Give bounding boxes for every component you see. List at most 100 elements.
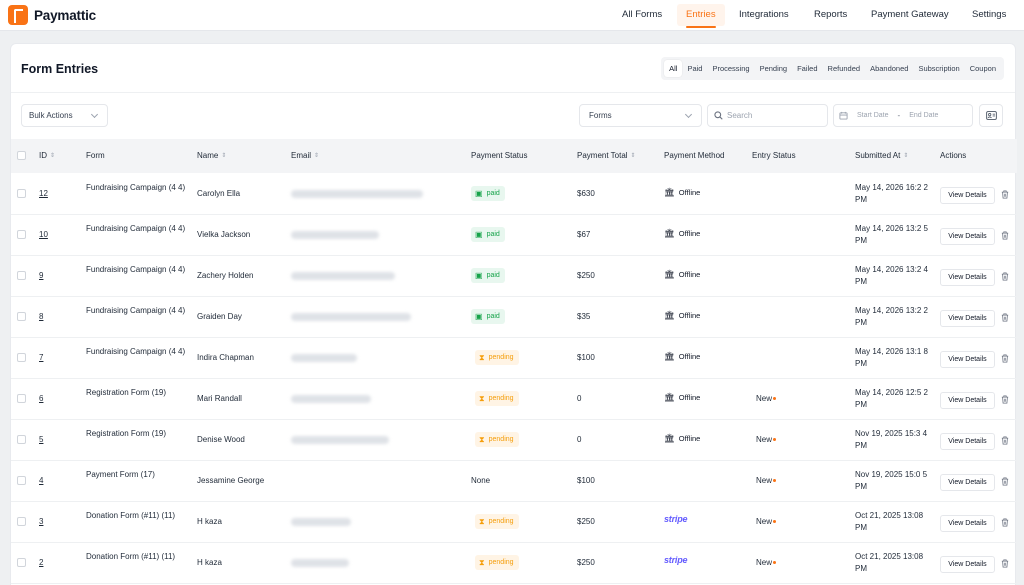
row-checkbox[interactable] — [17, 476, 26, 485]
entry-id-link[interactable]: 7 — [39, 353, 44, 362]
customer-name: Indira Chapman — [197, 353, 254, 362]
end-date-placeholder[interactable]: End Date — [909, 112, 939, 119]
col-submitted-at[interactable]: Submitted At ⇕ — [855, 151, 909, 160]
hourglass-icon: ⧗ — [479, 394, 485, 403]
view-details-button[interactable]: View Details — [940, 556, 995, 573]
tab-refunded[interactable]: Refunded — [827, 64, 861, 73]
entry-id-link[interactable]: 2 — [39, 558, 44, 567]
col-id[interactable]: ID ⇕ — [39, 151, 56, 160]
view-details-button[interactable]: View Details — [940, 269, 995, 286]
table-row[interactable]: 4 Payment Form (17) Jessamine George None $1… — [11, 461, 1017, 502]
view-details-button[interactable]: View Details — [940, 187, 995, 204]
trash-icon[interactable] — [1001, 559, 1009, 568]
row-checkbox[interactable] — [17, 435, 26, 444]
trash-icon[interactable] — [1001, 518, 1009, 527]
header-divider — [11, 92, 1015, 93]
tab-failed[interactable]: Failed — [797, 64, 818, 73]
trash-icon[interactable] — [1001, 190, 1009, 199]
search-icon — [714, 111, 723, 120]
app-logo[interactable]: Paymattic — [8, 5, 96, 25]
tab-all[interactable]: All — [664, 60, 683, 77]
col-email[interactable]: Email ⇕ — [291, 151, 320, 160]
nav-entries[interactable]: Entries — [677, 4, 725, 28]
date-range-picker[interactable]: Start Date - End Date — [833, 104, 973, 127]
forms-select[interactable]: Forms — [579, 104, 702, 127]
tab-coupon[interactable]: Coupon — [969, 64, 996, 73]
row-checkbox[interactable] — [17, 394, 26, 403]
submitted-at: May 14, 2026 13:2 4 PM — [855, 265, 928, 286]
row-checkbox[interactable] — [17, 312, 26, 321]
nav-reports[interactable]: Reports — [814, 9, 848, 20]
entry-id-link[interactable]: 10 — [39, 230, 48, 239]
tab-abandoned[interactable]: Abandoned — [870, 64, 909, 73]
payment-status-text: None — [471, 476, 491, 485]
payment-total: 0 — [577, 435, 582, 444]
search-input[interactable]: Search — [707, 104, 828, 127]
tab-pending[interactable]: Pending — [759, 64, 788, 73]
trash-icon[interactable] — [1001, 395, 1009, 404]
email-redacted — [291, 231, 379, 239]
trash-icon[interactable] — [1001, 354, 1009, 363]
col-name[interactable]: Name ⇕ — [197, 151, 227, 160]
trash-icon[interactable] — [1001, 477, 1009, 486]
nav-settings[interactable]: Settings — [972, 9, 1007, 20]
table-row[interactable]: 12 Fundraising Campaign (4 4) Carolyn Ella… — [11, 174, 1017, 215]
nav-integrations[interactable]: Integrations — [739, 9, 789, 20]
table-row[interactable]: 7 Fundraising Campaign (4 4) Indira Chapma… — [11, 338, 1017, 379]
view-details-button[interactable]: View Details — [940, 515, 995, 532]
form-name: Payment Form (17) — [86, 470, 155, 479]
forms-select-label: Forms — [589, 111, 612, 120]
table-row[interactable]: 8 Fundraising Campaign (4 4) Graiden Day ▣ p… — [11, 297, 1017, 338]
nav-payment-gateway[interactable]: Payment Gateway — [871, 9, 949, 20]
payment-method: stripe — [664, 514, 688, 524]
view-details-button[interactable]: View Details — [940, 433, 995, 450]
start-date-placeholder[interactable]: Start Date — [857, 112, 889, 119]
trash-icon[interactable] — [1001, 231, 1009, 240]
trash-icon[interactable] — [1001, 272, 1009, 281]
view-details-button[interactable]: View Details — [940, 474, 995, 491]
row-checkbox[interactable] — [17, 189, 26, 198]
row-checkbox[interactable] — [17, 353, 26, 362]
tab-processing[interactable]: Processing — [712, 64, 750, 73]
table-row[interactable]: 9 Fundraising Campaign (4 4) Zachery Holde… — [11, 256, 1017, 297]
wallet-icon: ▣ — [475, 312, 483, 321]
trash-icon[interactable] — [1001, 436, 1009, 445]
table-row[interactable]: 3 Donation Form (#11) (11) H kaza ⧗ pending $… — [11, 502, 1017, 543]
entry-id-link[interactable]: 4 — [39, 476, 44, 485]
table-row[interactable]: 6 Registration Form (19) Mari Randall ⧗ pend… — [11, 379, 1017, 420]
row-checkbox[interactable] — [17, 230, 26, 239]
table-row[interactable]: 10 Fundraising Campaign (4 4) Vielka Jacks… — [11, 215, 1017, 256]
customer-name: Mari Randall — [197, 394, 242, 403]
col-payment-total[interactable]: Payment Total ⇕ — [577, 151, 636, 160]
entry-id-link[interactable]: 8 — [39, 312, 44, 321]
entry-id-link[interactable]: 6 — [39, 394, 44, 403]
tab-paid[interactable]: Paid — [687, 64, 703, 73]
view-details-button[interactable]: View Details — [940, 310, 995, 327]
row-checkbox[interactable] — [17, 558, 26, 567]
status-filter-tabs: All Paid Processing Pending Failed Refun… — [661, 57, 1004, 80]
entry-id-link[interactable]: 9 — [39, 271, 44, 280]
table-row[interactable]: 5 Registration Form (19) Denise Wood ⧗ pendi… — [11, 420, 1017, 461]
entry-id-link[interactable]: 3 — [39, 517, 44, 526]
payment-total: $100 — [577, 476, 595, 485]
row-checkbox[interactable] — [17, 517, 26, 526]
row-checkbox[interactable] — [17, 271, 26, 280]
view-details-button[interactable]: View Details — [940, 392, 995, 409]
submitted-at: May 14, 2026 12:5 2 PM — [855, 388, 928, 409]
table-row[interactable]: 2 Donation Form (#11) (11) H kaza ⧗ pending $… — [11, 543, 1017, 584]
nav-all-forms[interactable]: All Forms — [622, 9, 663, 20]
trash-icon[interactable] — [1001, 313, 1009, 322]
view-details-button[interactable]: View Details — [940, 228, 995, 245]
column-settings-button[interactable] — [979, 104, 1003, 127]
view-details-button[interactable]: View Details — [940, 351, 995, 368]
email-redacted — [291, 313, 411, 321]
bulk-actions-select[interactable]: Bulk Actions — [21, 104, 108, 127]
tab-subscription[interactable]: Subscription — [918, 64, 960, 73]
entry-id-link[interactable]: 5 — [39, 435, 44, 444]
email-redacted — [291, 354, 357, 362]
payment-method: 🏛 Offline — [664, 351, 701, 361]
top-navigation: Paymattic All Forms Entries Integrations… — [0, 0, 1024, 31]
select-all-checkbox[interactable] — [17, 151, 26, 160]
customer-name: Zachery Holden — [197, 271, 254, 280]
entry-id-link[interactable]: 12 — [39, 189, 48, 198]
